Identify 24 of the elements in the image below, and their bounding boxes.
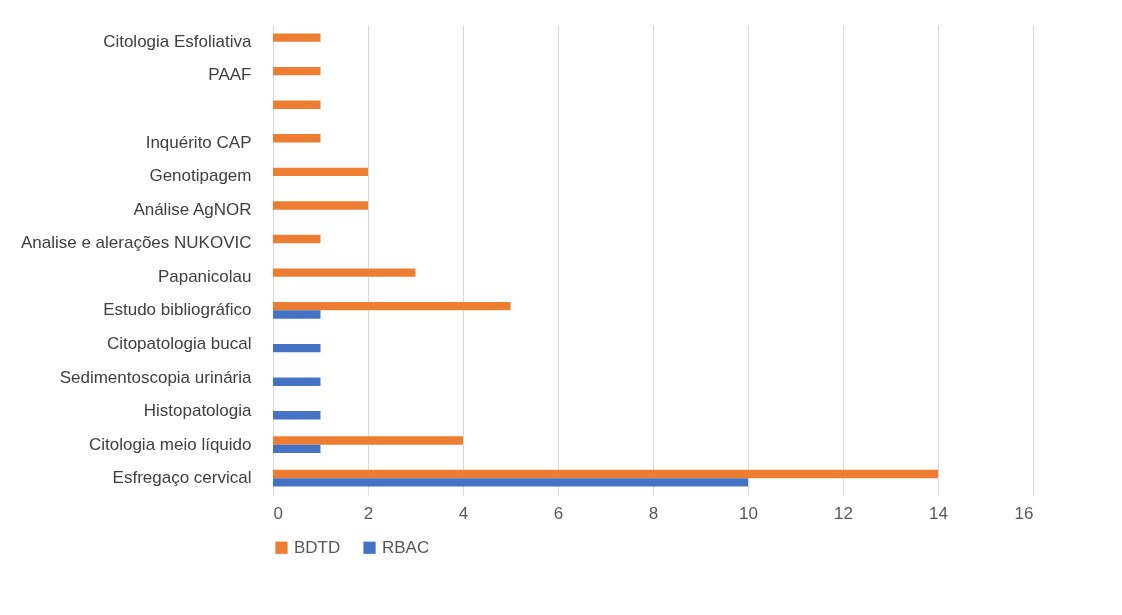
x-tick-label: 10 bbox=[739, 503, 758, 523]
y-tick-label: Análise AgNOR bbox=[133, 199, 252, 219]
x-tick-label: 0 bbox=[273, 503, 283, 523]
x-tick-label: 2 bbox=[363, 503, 374, 523]
y-tick-label: Citologia meio líquido bbox=[88, 434, 252, 454]
x-tick-label: 16 bbox=[1014, 503, 1034, 523]
y-tick-label: Histopatologia bbox=[143, 401, 253, 421]
legend-label: RBAC bbox=[382, 537, 430, 557]
x-tick-label: 4 bbox=[458, 503, 469, 523]
y-tick-label: Estudo bibliográfico bbox=[103, 300, 252, 320]
y-tick-label: Sedimentoscopia urinária bbox=[59, 367, 253, 387]
y-tick-label: Inquérito CAP bbox=[145, 132, 252, 152]
y-tick-label: Analise e alerações NUKOVIC bbox=[20, 233, 252, 253]
y-tick-label: Citologia Esfoliativa bbox=[103, 31, 253, 51]
y-tick-label: Genotipagem bbox=[149, 166, 252, 186]
y-tick-label: Papanicolau bbox=[157, 266, 252, 286]
x-tick-label: 8 bbox=[648, 503, 659, 523]
y-tick-label: PAAF bbox=[208, 65, 252, 85]
y-tick-label: Citopatologia bucal bbox=[106, 333, 252, 353]
x-tick-label: 14 bbox=[929, 503, 948, 523]
x-tick-label: 12 bbox=[834, 503, 853, 523]
y-tick-label: Esfregaço cervical bbox=[112, 468, 252, 488]
x-tick-label: 6 bbox=[553, 503, 564, 523]
legend-label: BDTD bbox=[294, 537, 341, 557]
